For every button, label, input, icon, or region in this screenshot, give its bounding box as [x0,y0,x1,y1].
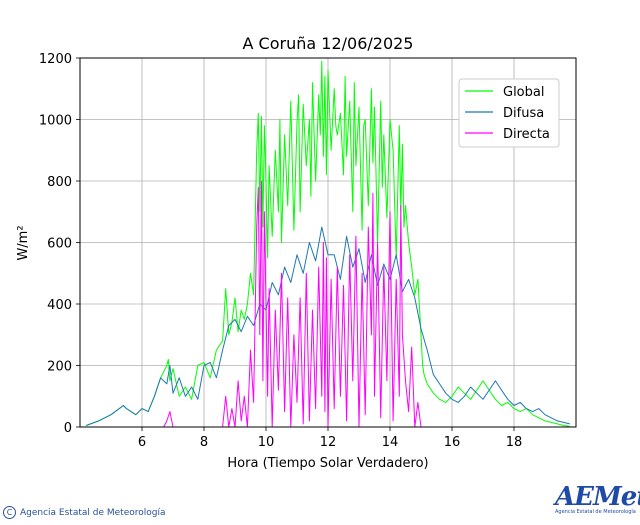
y-tick-label: 1200 [39,52,72,67]
x-tick-label: 6 [138,435,146,450]
logo-mark: AEMet [555,482,640,512]
copyright-icon: C [3,506,16,519]
legend-box [458,78,560,148]
series-line-directa [163,180,425,427]
y-tick-label: 600 [47,237,72,252]
y-tick-label: 200 [47,360,72,375]
logo-subtitle: Agencia Estatal de Meteorología [555,509,636,515]
x-tick-label: 14 [382,435,399,450]
plot-area [86,60,570,427]
series-line-global [86,60,570,427]
aemet-logo: AEMet Agencia Estatal de Meteorología [555,482,640,523]
legend-label-difusa: Difusa [503,106,544,121]
y-tick-label: 1000 [39,114,72,129]
x-tick-label: 12 [320,435,337,450]
y-axis-label: W/m² [16,225,31,260]
series-line-difusa [86,226,570,426]
footer-agency: C Agencia Estatal de Meteorología [3,506,166,519]
legend-label-global: Global [503,85,544,100]
chart-title: A Coruña 12/06/2025 [243,34,414,53]
x-tick-label: 18 [506,435,523,450]
legend: Global Difusa Directa [458,78,560,148]
x-tick-label: 16 [444,435,461,450]
x-axis: 6 8 10 12 14 16 18 [138,427,522,450]
y-tick-label: 0 [64,421,72,436]
y-axis: 0 200 400 600 800 1000 1200 [39,52,80,436]
x-tick-label: 8 [200,435,208,450]
agency-name: Agencia Estatal de Meteorología [20,507,166,518]
y-tick-label: 400 [47,298,72,313]
x-axis-label: Hora (Tiempo Solar Verdadero) [227,456,428,471]
legend-label-directa: Directa [503,127,550,142]
y-tick-label: 800 [47,175,72,190]
x-tick-label: 10 [258,435,275,450]
